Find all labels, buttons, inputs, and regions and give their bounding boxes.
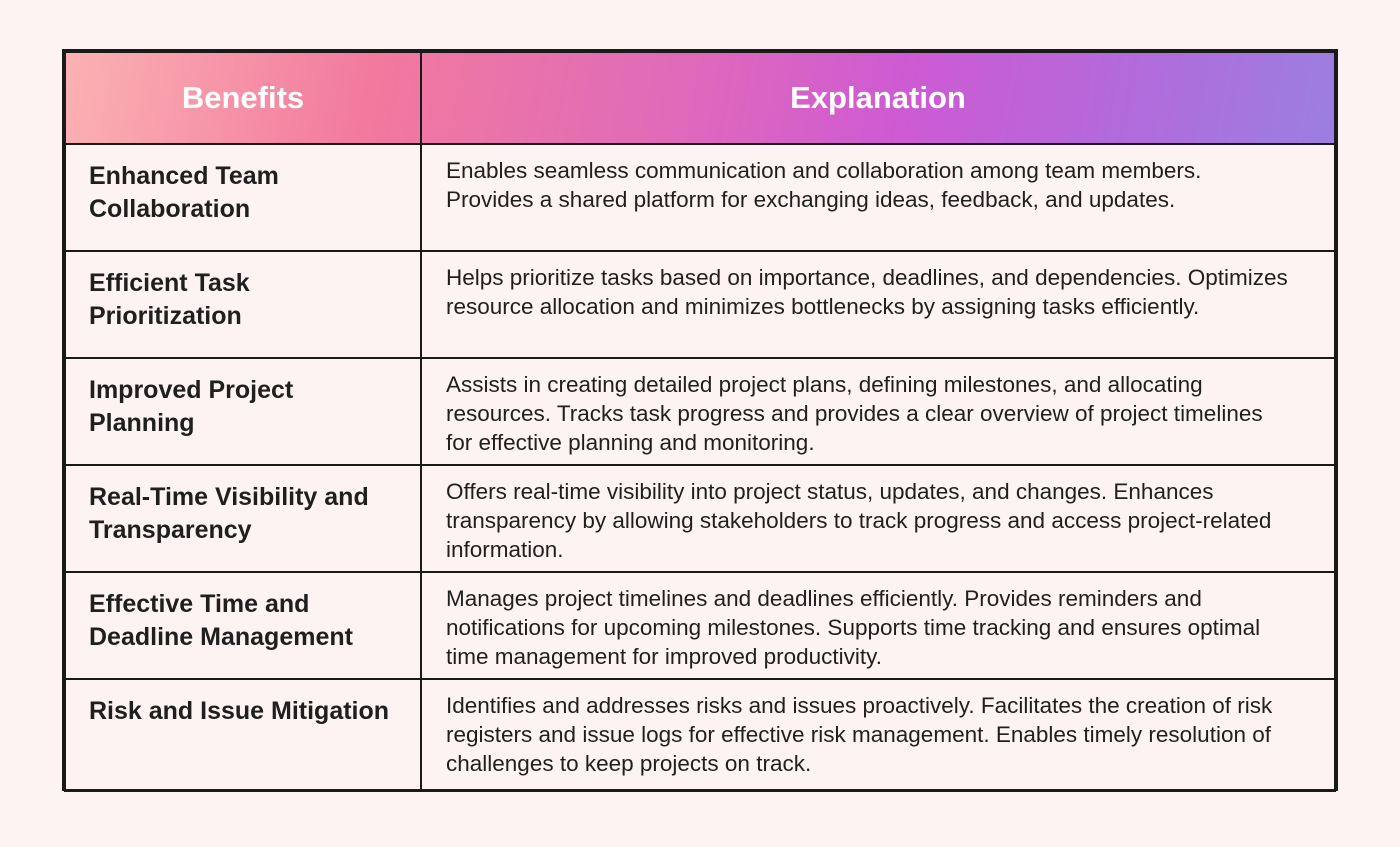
table-row: Effective Time and Deadline Management M… <box>64 571 1336 680</box>
benefits-table-container: Benefits Explanation Enhanced Team Colla… <box>62 49 1338 792</box>
benefits-table: Benefits Explanation Enhanced Team Colla… <box>64 51 1336 792</box>
explanation-cell: Identifies and addresses risks and issue… <box>420 678 1336 792</box>
explanation-cell: Manages project timelines and deadlines … <box>420 571 1336 680</box>
explanation-cell: Assists in creating detailed project pla… <box>420 357 1336 466</box>
table-row: Real-Time Visibility and Transparency Of… <box>64 464 1336 573</box>
table-header-row: Benefits Explanation <box>64 51 1336 145</box>
benefit-cell: Effective Time and Deadline Management <box>64 571 422 680</box>
explanation-cell: Enables seamless communication and colla… <box>420 143 1336 252</box>
table-row: Risk and Issue Mitigation Identifies and… <box>64 678 1336 792</box>
explanation-cell: Helps prioritize tasks based on importan… <box>420 250 1336 359</box>
table-row: Improved Project Planning Assists in cre… <box>64 357 1336 466</box>
benefit-cell: Risk and Issue Mitigation <box>64 678 422 792</box>
column-header-benefits: Benefits <box>64 51 422 145</box>
benefit-cell: Efficient Task Prioritization <box>64 250 422 359</box>
benefit-cell: Enhanced Team Collaboration <box>64 143 422 252</box>
table-row: Efficient Task Prioritization Helps prio… <box>64 250 1336 359</box>
explanation-cell: Offers real-time visibility into project… <box>420 464 1336 573</box>
benefit-cell: Improved Project Planning <box>64 357 422 466</box>
table-row: Enhanced Team Collaboration Enables seam… <box>64 143 1336 252</box>
column-header-explanation: Explanation <box>420 51 1336 145</box>
benefit-cell: Real-Time Visibility and Transparency <box>64 464 422 573</box>
